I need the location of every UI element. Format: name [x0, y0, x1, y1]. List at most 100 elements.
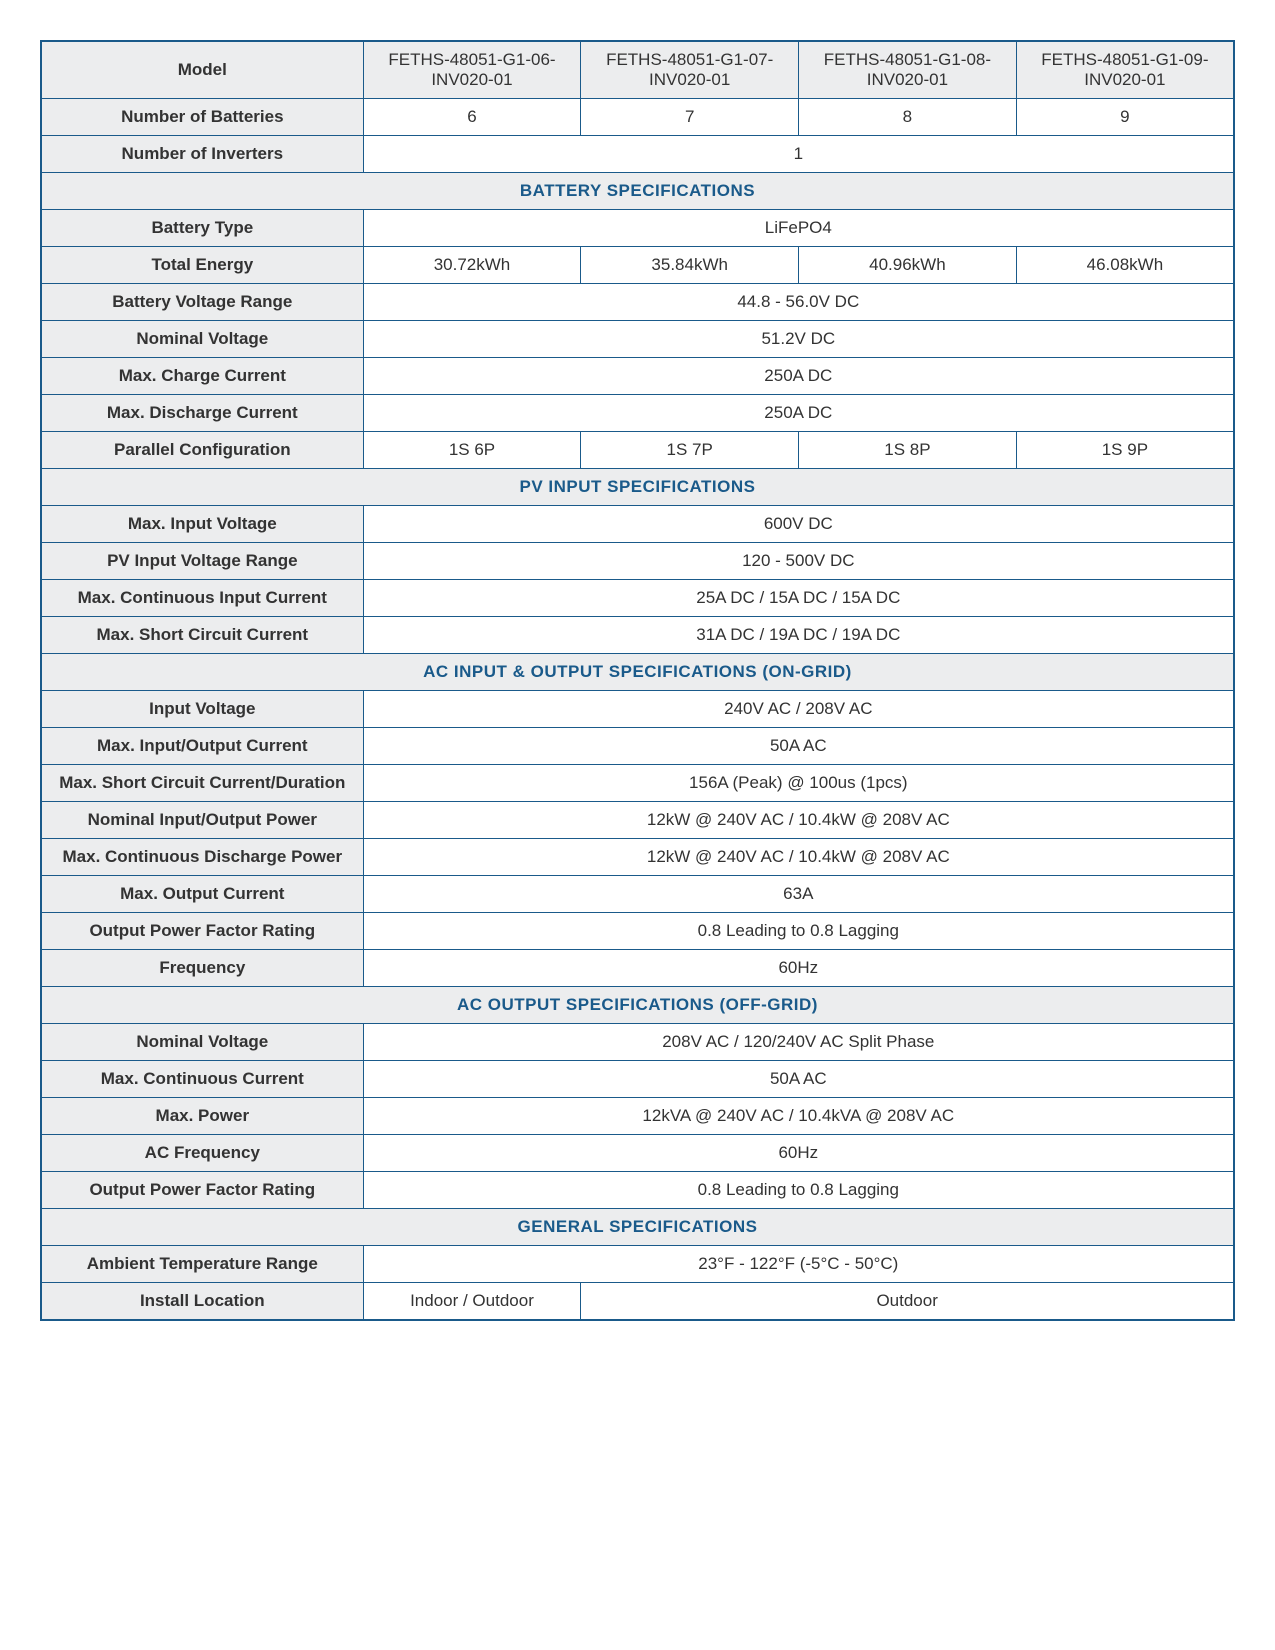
row-battery-type: Battery Type LiFePO4: [41, 210, 1234, 247]
row-ac-off-cont-current: Max. Continuous Current 50A AC: [41, 1061, 1234, 1098]
row-pv-short: Max. Short Circuit Current 31A DC / 19A …: [41, 617, 1234, 654]
label-ac-on-input-v: Input Voltage: [41, 691, 363, 728]
label-parallel: Parallel Configuration: [41, 432, 363, 469]
val-pv-cont-current: 25A DC / 15A DC / 15A DC: [363, 580, 1234, 617]
label-install: Install Location: [41, 1283, 363, 1321]
val-voltage-range: 44.8 - 56.0V DC: [363, 284, 1234, 321]
row-total-energy: Total Energy 30.72kWh 35.84kWh 40.96kWh …: [41, 247, 1234, 284]
label-max-discharge: Max. Discharge Current: [41, 395, 363, 432]
label-pv-range: PV Input Voltage Range: [41, 543, 363, 580]
row-max-discharge: Max. Discharge Current 250A DC: [41, 395, 1234, 432]
val-install-1: Outdoor: [581, 1283, 1234, 1321]
val-total-energy-3: 46.08kWh: [1016, 247, 1234, 284]
row-temp: Ambient Temperature Range 23°F - 122°F (…: [41, 1246, 1234, 1283]
num-batteries-1: 7: [581, 99, 799, 136]
row-pv-range: PV Input Voltage Range 120 - 500V DC: [41, 543, 1234, 580]
num-batteries-2: 8: [799, 99, 1017, 136]
label-model: Model: [41, 41, 363, 99]
label-ac-on-nom-power: Nominal Input/Output Power: [41, 802, 363, 839]
num-batteries-3: 9: [1016, 99, 1234, 136]
val-parallel-2: 1S 8P: [799, 432, 1017, 469]
row-ac-on-io-current: Max. Input/Output Current 50A AC: [41, 728, 1234, 765]
label-temp: Ambient Temperature Range: [41, 1246, 363, 1283]
section-general-title: GENERAL SPECIFICATIONS: [41, 1209, 1234, 1246]
row-pv-max-v: Max. Input Voltage 600V DC: [41, 506, 1234, 543]
row-ac-on-out-current: Max. Output Current 63A: [41, 876, 1234, 913]
label-ac-off-cont-current: Max. Continuous Current: [41, 1061, 363, 1098]
label-ac-on-freq: Frequency: [41, 950, 363, 987]
label-ac-on-short: Max. Short Circuit Current/Duration: [41, 765, 363, 802]
val-total-energy-0: 30.72kWh: [363, 247, 581, 284]
label-total-energy: Total Energy: [41, 247, 363, 284]
row-pv-cont-current: Max. Continuous Input Current 25A DC / 1…: [41, 580, 1234, 617]
val-ac-on-io-current: 50A AC: [363, 728, 1234, 765]
row-ac-on-input-v: Input Voltage 240V AC / 208V AC: [41, 691, 1234, 728]
row-max-charge: Max. Charge Current 250A DC: [41, 358, 1234, 395]
val-pv-short: 31A DC / 19A DC / 19A DC: [363, 617, 1234, 654]
row-ac-on-short: Max. Short Circuit Current/Duration 156A…: [41, 765, 1234, 802]
label-ac-on-pf: Output Power Factor Rating: [41, 913, 363, 950]
val-parallel-0: 1S 6P: [363, 432, 581, 469]
val-temp: 23°F - 122°F (-5°C - 50°C): [363, 1246, 1234, 1283]
row-ac-off-pf: Output Power Factor Rating 0.8 Leading t…: [41, 1172, 1234, 1209]
num-batteries-0: 6: [363, 99, 581, 136]
model-0: FETHS-48051-G1-06-INV020-01: [363, 41, 581, 99]
val-ac-on-freq: 60Hz: [363, 950, 1234, 987]
label-ac-on-out-current: Max. Output Current: [41, 876, 363, 913]
model-3: FETHS-48051-G1-09-INV020-01: [1016, 41, 1234, 99]
row-nominal-voltage: Nominal Voltage 51.2V DC: [41, 321, 1234, 358]
section-ac-off-title: AC OUTPUT SPECIFICATIONS (OFF-GRID): [41, 987, 1234, 1024]
val-max-discharge: 250A DC: [363, 395, 1234, 432]
label-num-inverters: Number of Inverters: [41, 136, 363, 173]
val-max-charge: 250A DC: [363, 358, 1234, 395]
val-ac-off-freq: 60Hz: [363, 1135, 1234, 1172]
row-num-inverters: Number of Inverters 1: [41, 136, 1234, 173]
val-nominal-voltage: 51.2V DC: [363, 321, 1234, 358]
label-num-batteries: Number of Batteries: [41, 99, 363, 136]
label-ac-off-pf: Output Power Factor Rating: [41, 1172, 363, 1209]
val-ac-off-pf: 0.8 Leading to 0.8 Lagging: [363, 1172, 1234, 1209]
label-nominal-voltage: Nominal Voltage: [41, 321, 363, 358]
val-ac-on-pf: 0.8 Leading to 0.8 Lagging: [363, 913, 1234, 950]
label-battery-type: Battery Type: [41, 210, 363, 247]
row-ac-off-freq: AC Frequency 60Hz: [41, 1135, 1234, 1172]
val-ac-on-out-current: 63A: [363, 876, 1234, 913]
row-parallel: Parallel Configuration 1S 6P 1S 7P 1S 8P…: [41, 432, 1234, 469]
label-ac-off-nom-v: Nominal Voltage: [41, 1024, 363, 1061]
section-pv-title: PV INPUT SPECIFICATIONS: [41, 469, 1234, 506]
row-install: Install Location Indoor / Outdoor Outdoo…: [41, 1283, 1234, 1321]
val-battery-type: LiFePO4: [363, 210, 1234, 247]
val-parallel-3: 1S 9P: [1016, 432, 1234, 469]
row-ac-off-power: Max. Power 12kVA @ 240V AC / 10.4kVA @ 2…: [41, 1098, 1234, 1135]
row-ac-on-freq: Frequency 60Hz: [41, 950, 1234, 987]
label-pv-short: Max. Short Circuit Current: [41, 617, 363, 654]
num-inverters: 1: [363, 136, 1234, 173]
row-ac-on-nom-power: Nominal Input/Output Power 12kW @ 240V A…: [41, 802, 1234, 839]
val-pv-range: 120 - 500V DC: [363, 543, 1234, 580]
val-install-0: Indoor / Outdoor: [363, 1283, 581, 1321]
label-ac-off-power: Max. Power: [41, 1098, 363, 1135]
val-total-energy-1: 35.84kWh: [581, 247, 799, 284]
val-ac-off-nom-v: 208V AC / 120/240V AC Split Phase: [363, 1024, 1234, 1061]
row-voltage-range: Battery Voltage Range 44.8 - 56.0V DC: [41, 284, 1234, 321]
row-num-batteries: Number of Batteries 6 7 8 9: [41, 99, 1234, 136]
label-ac-off-freq: AC Frequency: [41, 1135, 363, 1172]
label-max-charge: Max. Charge Current: [41, 358, 363, 395]
val-parallel-1: 1S 7P: [581, 432, 799, 469]
spec-table: Model FETHS-48051-G1-06-INV020-01 FETHS-…: [40, 40, 1235, 1321]
model-1: FETHS-48051-G1-07-INV020-01: [581, 41, 799, 99]
label-pv-max-v: Max. Input Voltage: [41, 506, 363, 543]
val-ac-off-power: 12kVA @ 240V AC / 10.4kVA @ 208V AC: [363, 1098, 1234, 1135]
row-ac-off-nom-v: Nominal Voltage 208V AC / 120/240V AC Sp…: [41, 1024, 1234, 1061]
section-battery-title: BATTERY SPECIFICATIONS: [41, 173, 1234, 210]
val-ac-on-short: 156A (Peak) @ 100us (1pcs): [363, 765, 1234, 802]
val-pv-max-v: 600V DC: [363, 506, 1234, 543]
label-voltage-range: Battery Voltage Range: [41, 284, 363, 321]
row-ac-on-pf: Output Power Factor Rating 0.8 Leading t…: [41, 913, 1234, 950]
label-ac-on-io-current: Max. Input/Output Current: [41, 728, 363, 765]
label-pv-cont-current: Max. Continuous Input Current: [41, 580, 363, 617]
row-model: Model FETHS-48051-G1-06-INV020-01 FETHS-…: [41, 41, 1234, 99]
val-ac-on-input-v: 240V AC / 208V AC: [363, 691, 1234, 728]
val-ac-on-nom-power: 12kW @ 240V AC / 10.4kW @ 208V AC: [363, 802, 1234, 839]
val-total-energy-2: 40.96kWh: [799, 247, 1017, 284]
